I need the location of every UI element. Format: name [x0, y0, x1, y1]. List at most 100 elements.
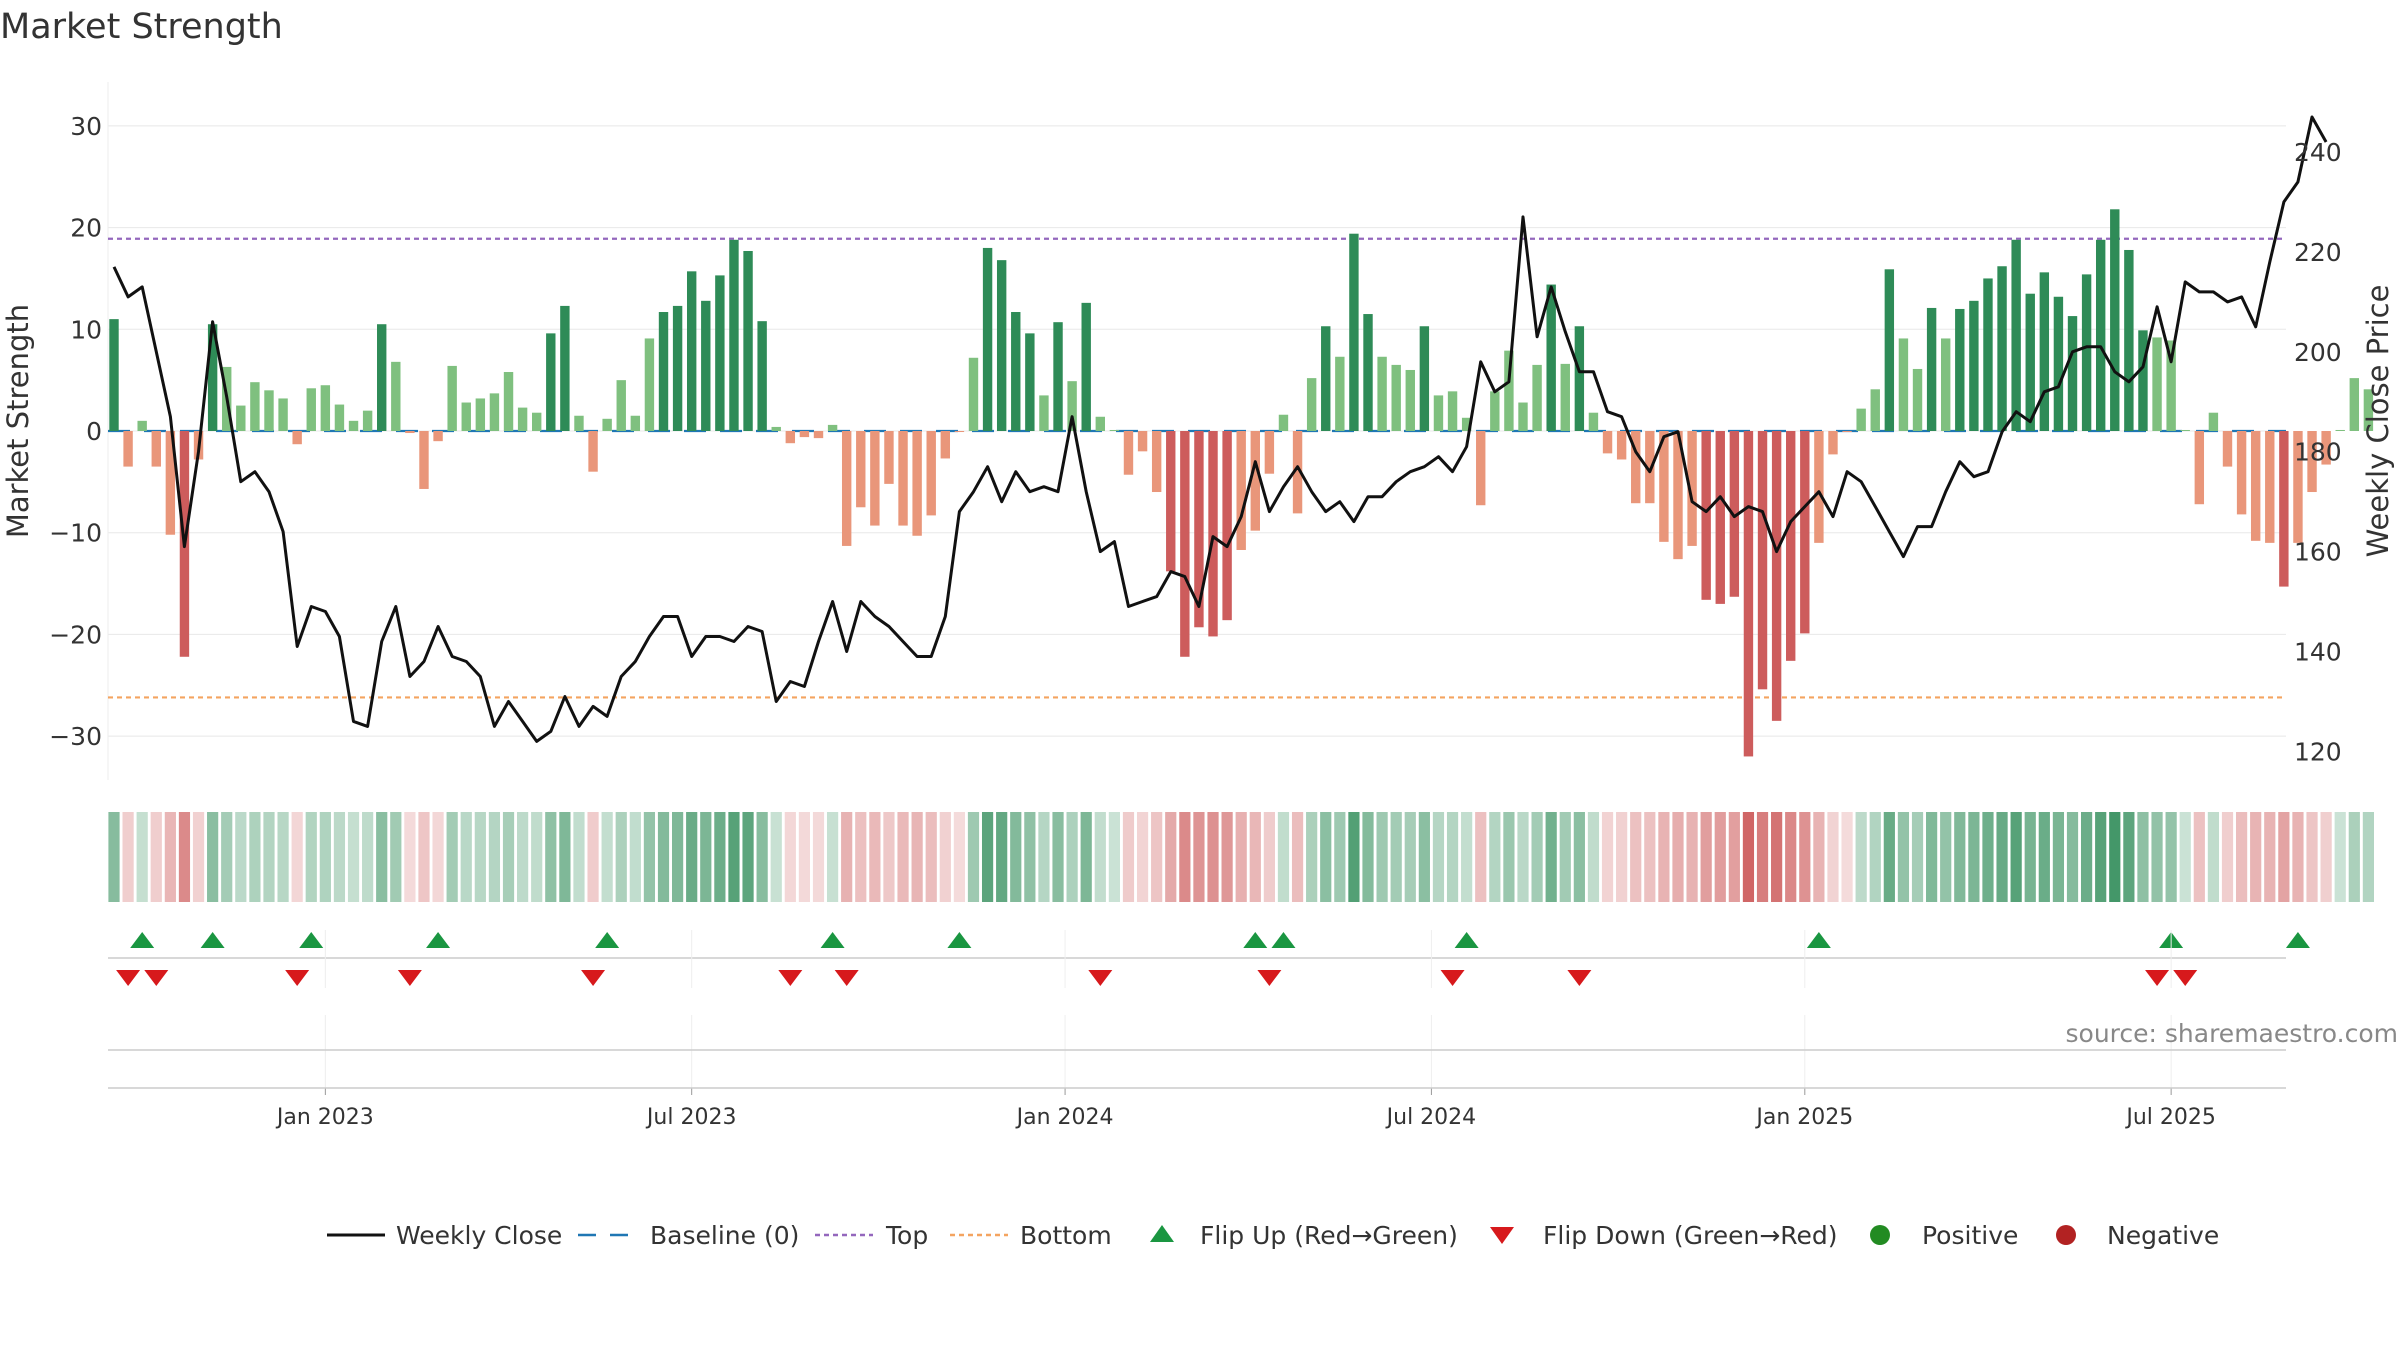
strength-bar — [503, 372, 514, 431]
strength-bar — [517, 407, 528, 431]
date-tick-label: Jan 2025 — [1754, 1105, 1853, 1130]
strength-bar — [1039, 395, 1049, 431]
strip-cell — [1813, 812, 1825, 902]
strip-cell — [714, 812, 726, 902]
strength-bar — [1292, 431, 1303, 514]
strip-cell — [1714, 812, 1726, 902]
flip-up-marker — [1454, 932, 1479, 948]
strip-cell — [1221, 812, 1233, 902]
strip-cell — [573, 812, 585, 902]
flip-up-marker — [1806, 932, 1831, 948]
strip-cell — [1108, 812, 1120, 902]
strength-bar — [1997, 266, 2007, 431]
left-axis-title: Market Strength — [1, 304, 35, 538]
strength-bar — [602, 418, 612, 431]
strength-bar — [2124, 249, 2134, 431]
strength-bar — [2025, 293, 2035, 431]
strip-cell — [1785, 812, 1797, 902]
strength-bar — [1941, 338, 1951, 431]
strength-bar — [1687, 431, 1697, 546]
strength-bar — [461, 402, 471, 431]
strength-bar — [1673, 431, 1683, 560]
strength-bar — [1433, 395, 1444, 431]
right-tick-label: 240 — [2294, 138, 2342, 167]
strength-bar — [1715, 431, 1725, 604]
strength-bar — [1053, 322, 1063, 431]
left-tick-label: −20 — [49, 620, 102, 649]
strength-bar — [1842, 431, 1852, 433]
strip-cell — [1390, 812, 1402, 902]
strip-cell — [1207, 812, 1219, 902]
strip-cell — [798, 812, 811, 902]
strength-bar — [1884, 269, 1895, 431]
strip-cell — [1531, 812, 1543, 902]
strength-bar — [1926, 307, 1937, 431]
strength-bar — [2307, 431, 2317, 493]
right-tick-label: 180 — [2294, 438, 2342, 467]
strip-cell — [221, 812, 233, 902]
strip-cell — [136, 812, 148, 902]
strip-cell — [2123, 812, 2135, 902]
flip-down-marker — [1257, 970, 1282, 986]
strip-cell — [1545, 812, 1557, 902]
date-tick-label: Jul 2023 — [645, 1105, 737, 1130]
strip-cell — [2137, 812, 2149, 902]
strip-cell — [1418, 812, 1430, 902]
strip-cell — [2292, 812, 2304, 902]
strength-bar — [2265, 431, 2275, 543]
chart-title: Market Strength — [0, 7, 283, 47]
strength-bar — [2067, 316, 2078, 431]
flip-up-marker — [299, 932, 324, 948]
left-tick-label: 0 — [86, 417, 102, 446]
strip-cell — [1954, 812, 1966, 902]
strength-bar — [1532, 364, 1542, 431]
strength-bar — [1870, 389, 1880, 431]
strength-bar — [1377, 356, 1387, 431]
strip-cell — [1559, 812, 1571, 902]
source-credit: source: sharemaestro.com — [2066, 1019, 2399, 1048]
weekly-close-line — [112, 115, 2328, 743]
strength-bar — [278, 398, 288, 431]
strength-bar — [1588, 412, 1599, 431]
left-tick-label: 10 — [70, 315, 102, 344]
strength-bar — [2335, 429, 2345, 431]
strip-cell — [615, 812, 627, 902]
strip-cell — [1080, 812, 1092, 902]
strength-bar — [2194, 431, 2205, 505]
strength-bar — [2321, 431, 2331, 465]
strength-bar — [1546, 284, 1556, 431]
strip-cell — [953, 812, 965, 902]
strength-bar — [1306, 378, 1317, 431]
strip-cell — [672, 812, 684, 902]
strip-cell — [2179, 812, 2191, 902]
strength-bar — [1419, 326, 1430, 431]
strength-bar — [996, 260, 1007, 431]
strip-cell — [629, 812, 641, 902]
strength-bar — [954, 431, 965, 433]
strip-cell — [2320, 812, 2332, 902]
left-tick-label: −10 — [49, 519, 102, 548]
strength-bar — [574, 415, 584, 431]
strength-bars — [109, 209, 2374, 757]
flip-up-marker — [130, 932, 155, 948]
strip-cell — [1911, 812, 1924, 902]
strip-cell — [1503, 812, 1515, 902]
strength-bar — [1335, 356, 1345, 431]
strength-bar — [109, 319, 119, 431]
strip-cell — [1348, 812, 1360, 902]
price-line — [112, 115, 2328, 743]
flip-down-marker — [2145, 970, 2170, 986]
strength-bar — [1151, 431, 1162, 493]
strip-cell — [2109, 812, 2121, 902]
strength-bar — [630, 415, 641, 431]
strength-bar — [701, 300, 711, 431]
strength-bar — [771, 426, 781, 431]
strip-cell — [1291, 812, 1304, 902]
strength-bar — [813, 431, 824, 439]
strength-bar — [560, 305, 570, 431]
strength-bar — [1264, 431, 1275, 474]
strip-cell — [1827, 812, 1839, 902]
strip-cell — [1263, 812, 1275, 902]
strip-cell — [911, 812, 923, 902]
